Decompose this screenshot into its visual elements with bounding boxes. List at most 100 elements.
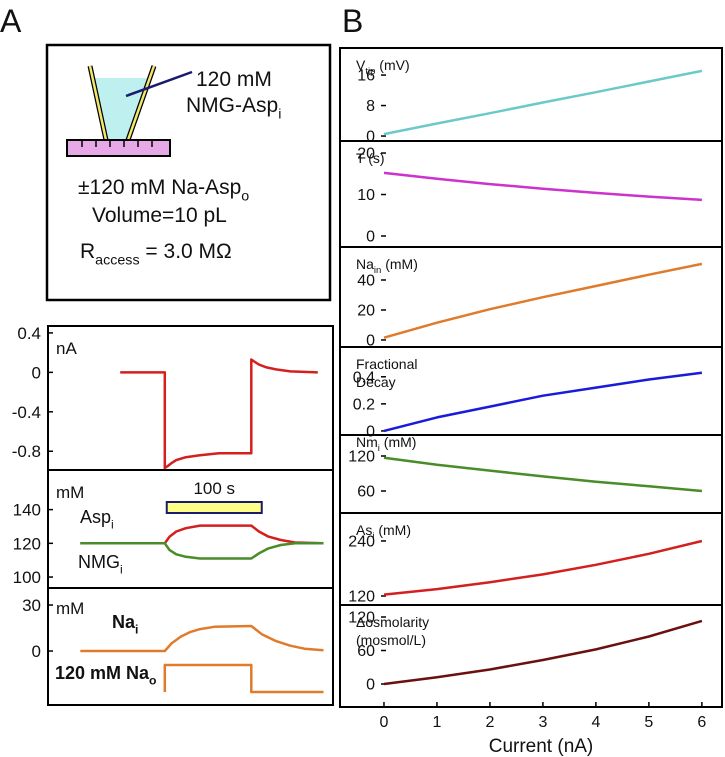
- x-tick-label: 3: [538, 714, 547, 731]
- series-line: [383, 371, 703, 433]
- y-axis-label: Nmi (mM): [356, 434, 416, 454]
- y-axis-label-part: i: [372, 531, 374, 542]
- series-line: [163, 663, 324, 694]
- y-tick-label: 0: [32, 642, 41, 661]
- bath-solution-part: o: [241, 188, 249, 204]
- y-axis-label-part: As: [356, 522, 372, 538]
- series-label-part: o: [149, 673, 156, 687]
- y-tick-label: 0: [366, 424, 375, 441]
- y-tick-label: 120: [348, 449, 375, 466]
- series-label-part: i: [120, 562, 123, 576]
- series-label-part: NMG: [78, 552, 120, 572]
- x-tick-label: 6: [697, 714, 706, 731]
- pipette-solute-part: NMG-Asp: [186, 94, 278, 117]
- series-label-part: 120 mM Na: [55, 663, 150, 683]
- bath: [66, 139, 171, 157]
- access-resistance-part: R: [80, 240, 95, 263]
- series-label: NMGi: [78, 552, 123, 576]
- series-line: [80, 542, 324, 560]
- panel-label: B: [342, 3, 363, 39]
- y-axis-label-part: Nm: [356, 434, 378, 450]
- y-tick-label: 40: [357, 273, 375, 290]
- y-tick-label: 120: [348, 589, 375, 606]
- series-label-part: i: [111, 517, 114, 531]
- y-axis-label: Decay: [356, 374, 396, 390]
- y-axis-label-part: V: [356, 57, 366, 73]
- y-axis-label-part: (mM): [380, 434, 417, 450]
- pipette-solute: NMG-Aspi: [186, 94, 281, 122]
- y-tick-label: 30: [22, 596, 41, 615]
- series-label: Aspi: [80, 507, 114, 531]
- scale-bar: [165, 501, 263, 514]
- series-label: 120 mM Nao: [55, 663, 157, 687]
- series-label: Nai: [112, 612, 138, 636]
- y-tick-label: 0: [366, 129, 375, 146]
- y-axis-label-part: tip: [365, 66, 375, 77]
- y-tick-label: 10: [357, 187, 375, 204]
- panel-frame: [47, 325, 334, 471]
- y-axis-label-part: i: [378, 443, 380, 454]
- series-label-part: i: [135, 622, 138, 636]
- series-line: [383, 69, 703, 136]
- y-tick-label: 120: [13, 534, 41, 553]
- y-tick-label: 0.4: [17, 324, 41, 343]
- access-resistance: Raccess = 3.0 MΩ: [80, 240, 232, 268]
- x-axis-label: Current (nA): [489, 736, 594, 757]
- y-axis-label: (mosmol/L): [356, 632, 426, 648]
- y-axis-label: T (s): [356, 150, 385, 166]
- bath-solution-part: ±120 mM Na-Asp: [78, 176, 241, 199]
- y-axis-label: mM: [56, 599, 84, 618]
- scale-bar-label: 100 s: [193, 479, 235, 498]
- panel-label: A: [0, 3, 22, 39]
- series-line: [383, 262, 703, 339]
- schematic-frame: [45, 43, 332, 302]
- series-label-part: Asp: [80, 507, 111, 527]
- y-tick-label: 60: [357, 484, 375, 501]
- x-tick-label: 1: [433, 714, 442, 731]
- y-tick-label: 8: [366, 98, 375, 115]
- y-tick-label: 100: [13, 568, 41, 587]
- y-tick-label: 120: [348, 610, 375, 627]
- y-tick-label: -0.8: [12, 442, 41, 461]
- series-line: [383, 539, 703, 596]
- y-axis-label: nA: [56, 339, 77, 358]
- series-line: [80, 624, 324, 653]
- y-axis-label-part: (mV): [375, 57, 409, 73]
- series-line: [383, 619, 703, 686]
- y-tick-label: 16: [357, 68, 375, 85]
- y-axis-label-part: in: [374, 265, 381, 276]
- y-tick-label: 140: [13, 501, 41, 520]
- y-axis-label: Fractional: [356, 356, 417, 372]
- y-tick-label: 0.4: [353, 369, 375, 386]
- pointer: [125, 70, 193, 98]
- y-axis-label: mM: [56, 483, 84, 502]
- x-tick-label: 0: [380, 714, 389, 731]
- y-tick-label: 240: [348, 534, 375, 551]
- y-axis-label: Asi (mM): [356, 522, 411, 542]
- y-tick-label: 0: [32, 363, 41, 382]
- y-axis-label: Δosmolarity: [356, 614, 429, 630]
- x-tick-label: 2: [485, 714, 494, 731]
- y-axis-label: Nain (mM): [356, 256, 418, 276]
- series-line: [80, 524, 324, 545]
- series-line: [383, 456, 703, 493]
- pipette-solute-part: i: [278, 106, 281, 122]
- access-resistance-part: access: [95, 252, 139, 268]
- y-tick-label: 0.2: [353, 396, 375, 413]
- volume: Volume=10 pL: [92, 204, 227, 227]
- series-label-part: Na: [112, 612, 136, 632]
- x-tick-label: 4: [591, 714, 600, 731]
- y-tick-label: -0.4: [12, 403, 41, 422]
- y-tick-label: 60: [357, 643, 375, 660]
- y-axis-label-part: (mM): [374, 522, 411, 538]
- access-resistance-part: = 3.0 MΩ: [140, 240, 232, 263]
- y-tick-label: 20: [357, 146, 375, 163]
- bath-solution: ±120 mM Na-Aspo: [78, 176, 249, 204]
- series-line: [120, 358, 318, 470]
- series-line: [383, 171, 702, 202]
- y-tick-label: 0: [366, 677, 375, 694]
- panel-frame: [339, 604, 723, 708]
- y-tick-label: 0: [366, 333, 375, 350]
- y-tick-label: 0: [366, 229, 375, 246]
- bath-ticks: [81, 141, 153, 147]
